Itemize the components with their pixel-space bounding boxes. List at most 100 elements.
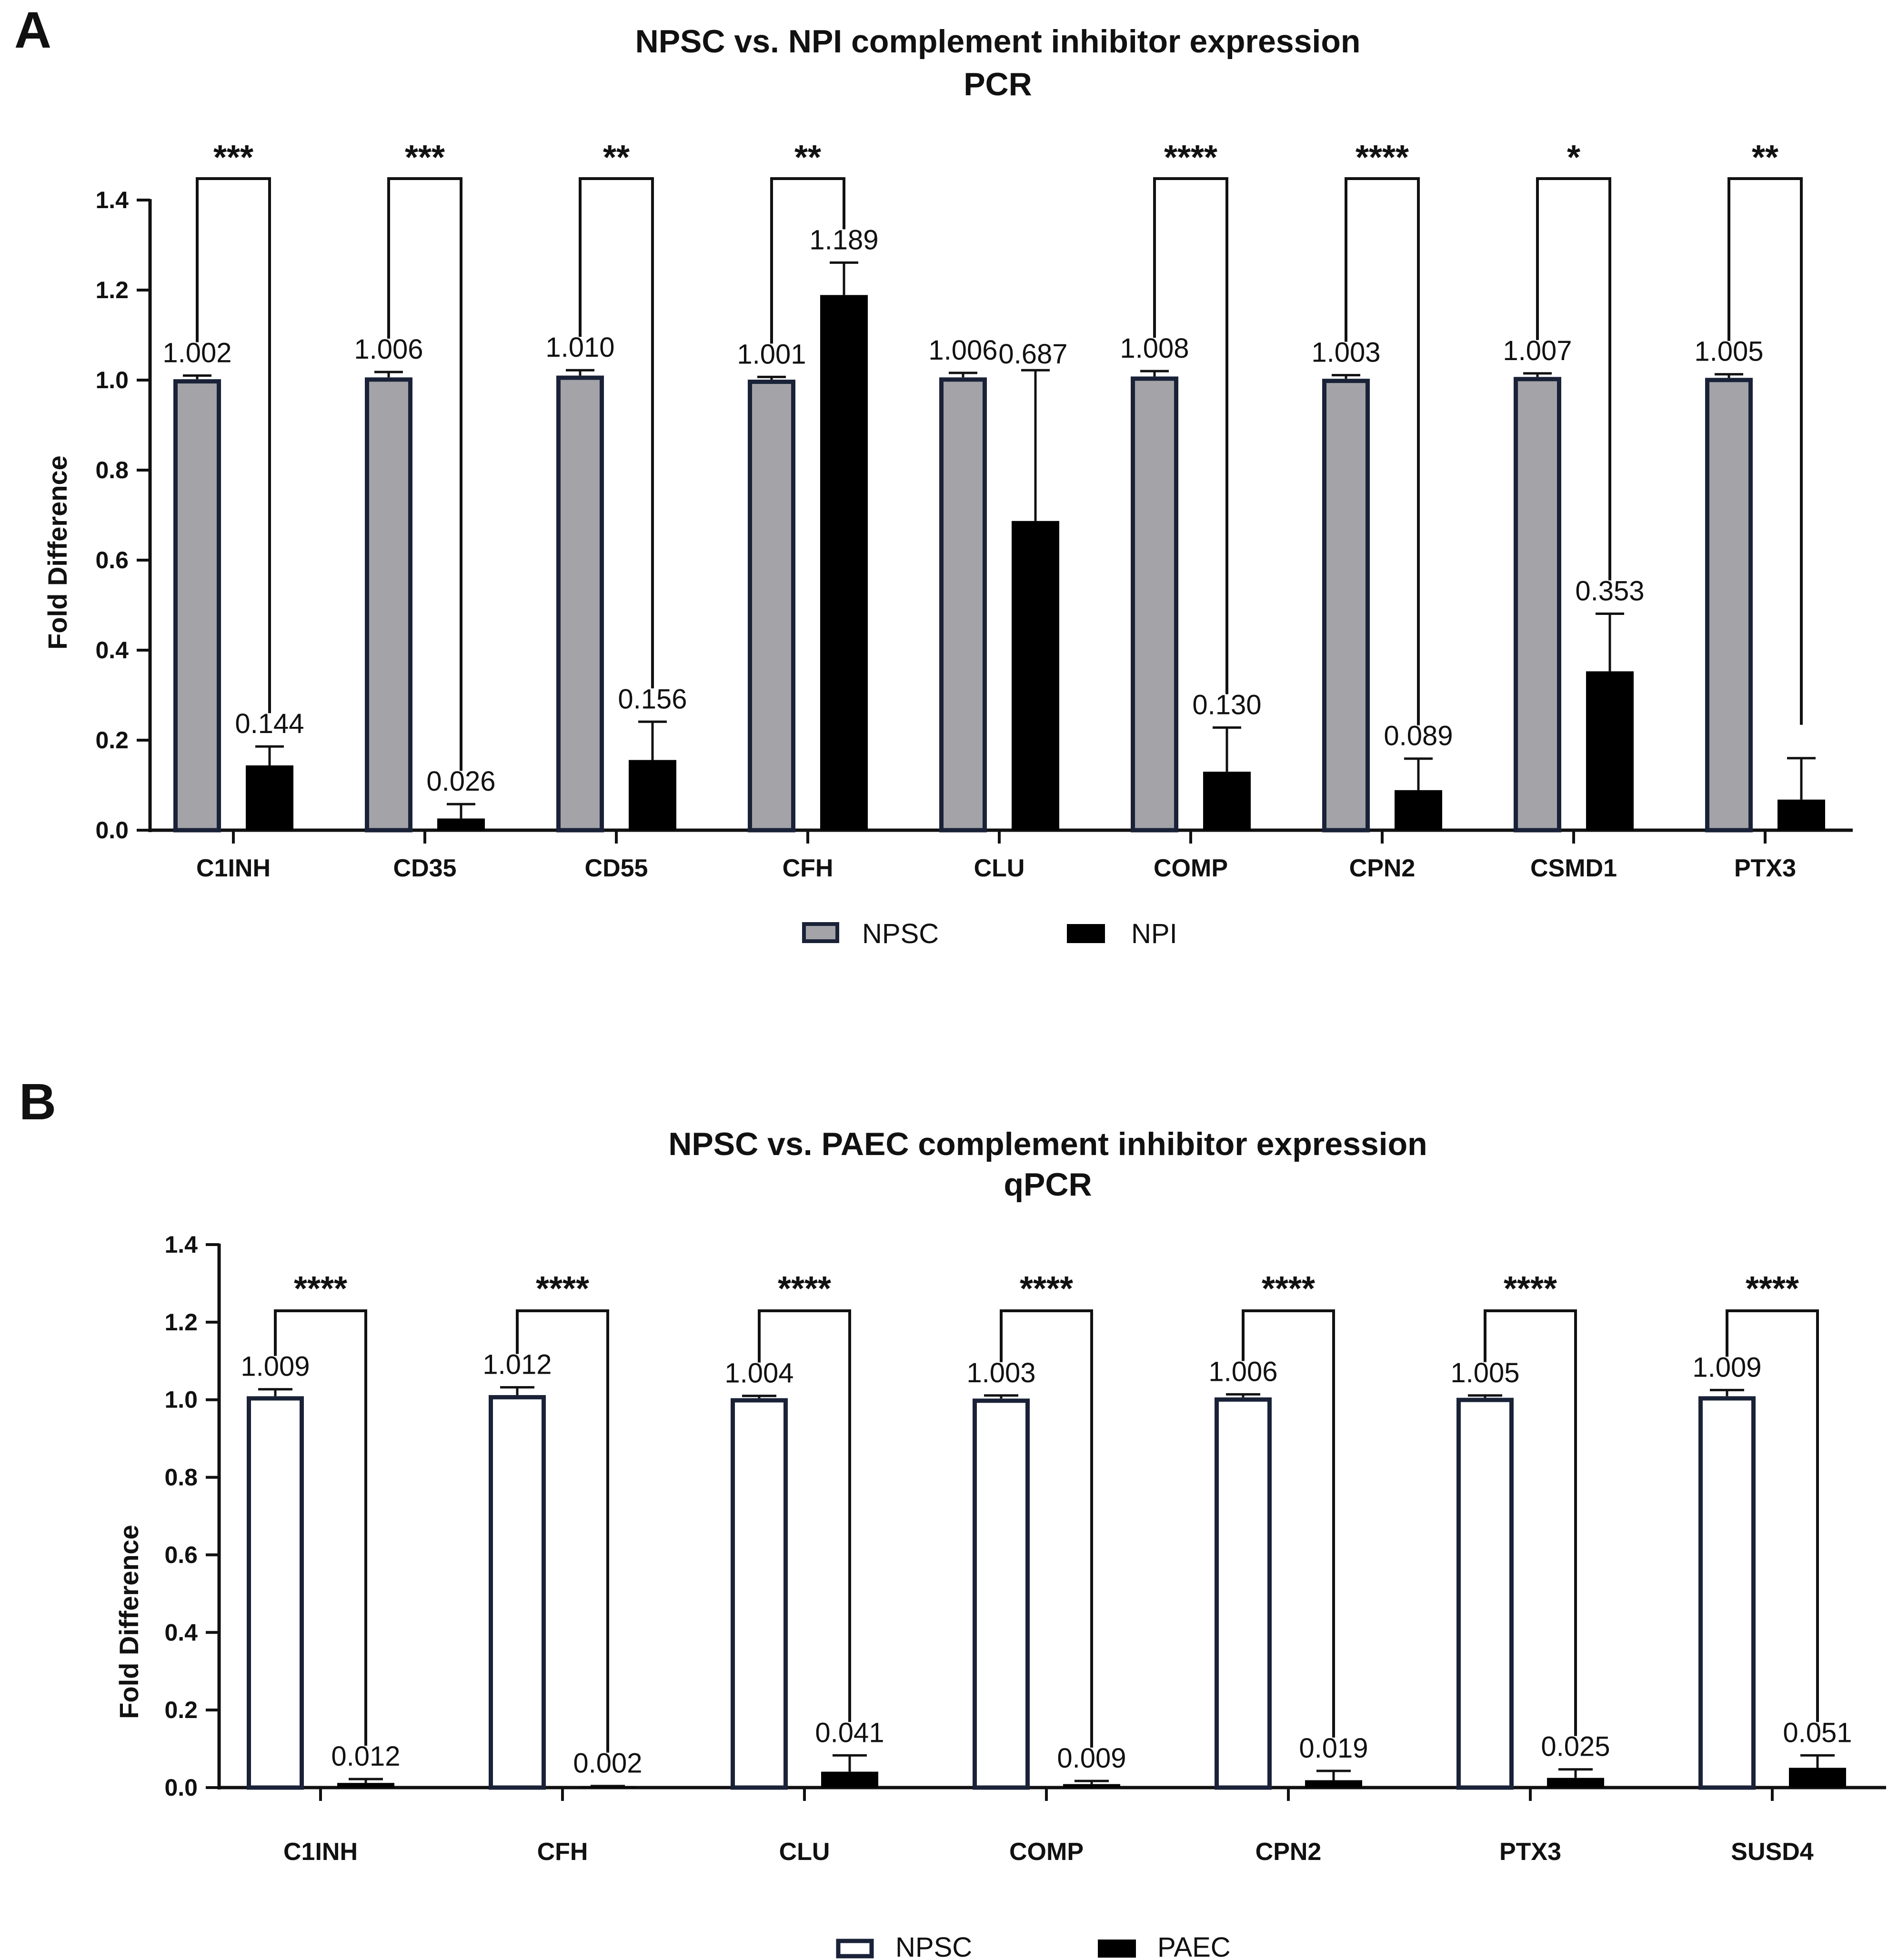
data-label: 0.089 — [1384, 721, 1453, 752]
x-tick-label: COMP — [1154, 854, 1228, 882]
legend-paec-swatch — [1098, 1940, 1136, 1958]
legend-npsc-label: NPSC — [895, 1932, 972, 1960]
bar-npsc — [1698, 1396, 1756, 1790]
bar-npsc — [1215, 1397, 1272, 1790]
data-label: 0.026 — [426, 766, 495, 797]
y-tick-label: 0.0 — [164, 1774, 198, 1801]
bar-npsc — [1322, 379, 1370, 833]
data-label: 1.006 — [1208, 1356, 1277, 1387]
legend-npsc-swatch — [836, 1939, 874, 1959]
significance-label: **** — [294, 1270, 347, 1308]
bar-npsc — [1131, 376, 1178, 833]
significance-label: *** — [213, 139, 253, 177]
x-tick-label: C1INH — [196, 854, 271, 882]
bar-npsc — [748, 380, 795, 833]
data-label: 1.002 — [162, 338, 231, 369]
y-tick-label: 1.0 — [95, 367, 129, 393]
y-tick-label: 0.8 — [164, 1464, 198, 1491]
panel-a-plot: 0.0 0.2 0.4 0.6 0.8 1.0 1.2 1.4 C1INH 1.002 0.144 *… — [95, 139, 1853, 882]
legend-npi-label: NPI — [1131, 918, 1177, 949]
data-label: 1.008 — [1120, 333, 1189, 364]
data-label: 1.009 — [1692, 1352, 1761, 1383]
y-tick-label: 1.4 — [164, 1231, 198, 1258]
x-tick-label: CD35 — [393, 854, 457, 882]
significance-bracket — [1345, 177, 1420, 725]
bar-npsc — [731, 1398, 788, 1790]
bar-npi — [629, 760, 676, 830]
data-label: 1.003 — [966, 1357, 1035, 1388]
panel-b-plot: 0.0 0.2 0.4 0.6 0.8 1.0 1.2 1.4 C1INH 1.009 0.012 *… — [164, 1231, 1886, 1866]
x-tick-label: CPN2 — [1349, 854, 1416, 882]
y-tick-label: 1.2 — [164, 1309, 198, 1336]
data-label: 1.006 — [928, 335, 997, 366]
significance-bracket — [1536, 177, 1611, 581]
data-label: 1.009 — [241, 1351, 310, 1382]
data-label: 1.003 — [1311, 337, 1380, 368]
significance-label: **** — [1020, 1270, 1073, 1308]
data-label: 1.007 — [1503, 335, 1572, 366]
data-label: 0.009 — [1057, 1743, 1126, 1774]
significance-label: *** — [405, 139, 445, 177]
y-tick-label: 0.2 — [164, 1697, 198, 1723]
x-tick-label: CLU — [974, 854, 1025, 882]
data-label: 1.001 — [737, 339, 806, 370]
significance-bracket — [1153, 177, 1228, 694]
bar-npsc — [556, 375, 604, 833]
y-tick-label: 0.6 — [164, 1541, 198, 1568]
panel-a-subtitle: PCR — [964, 66, 1032, 102]
y-tick-label: 0.0 — [95, 817, 129, 844]
bar-npsc — [973, 1398, 1030, 1790]
y-tick-label: 0.2 — [95, 727, 129, 754]
data-label: 1.189 — [809, 224, 878, 255]
bar-paec — [1547, 1778, 1604, 1788]
data-label: 1.005 — [1694, 336, 1763, 367]
significance-bracket — [1242, 1309, 1335, 1738]
panel-b-y-axis-label: Fold Difference — [114, 1525, 144, 1719]
bar-paec — [579, 1787, 636, 1788]
significance-bracket — [1726, 1309, 1819, 1722]
data-label: 0.130 — [1192, 690, 1261, 721]
y-tick-label: 1.2 — [95, 277, 129, 303]
significance-label: **** — [778, 1270, 831, 1308]
significance-bracket — [274, 1309, 367, 1746]
significance-bracket — [758, 1309, 851, 1722]
legend-npsc-swatch — [802, 922, 839, 943]
bar-paec — [1305, 1780, 1362, 1788]
significance-label: **** — [536, 1270, 589, 1308]
panel-b: B NPSC vs. PAEC complement inhibitor exp… — [19, 1073, 1886, 1960]
bar-npsc — [489, 1395, 546, 1790]
data-label: 0.051 — [1783, 1717, 1852, 1748]
data-label: 0.687 — [998, 339, 1067, 370]
data-label: 0.144 — [235, 708, 304, 739]
bar-npsc — [939, 377, 987, 833]
significance-bracket — [1727, 177, 1803, 725]
panel-a-letter: A — [14, 1, 51, 59]
significance-label: ** — [603, 139, 630, 177]
significance-label: **** — [1746, 1270, 1799, 1308]
y-tick-label: 0.6 — [95, 547, 129, 573]
significance-label: **** — [1262, 1270, 1315, 1308]
bar-npi — [246, 765, 293, 830]
data-label: 0.041 — [815, 1717, 884, 1748]
panel-b-legend: NPSC PAEC — [836, 1932, 1231, 1960]
bar-npi — [437, 818, 485, 830]
panel-a-y-axis-label: Fold Difference — [42, 455, 72, 650]
panel-a-legend: NPSC NPI — [802, 918, 1177, 949]
legend-npsc-label: NPSC — [862, 918, 939, 949]
bar-npi — [820, 295, 868, 830]
y-tick-label: 0.4 — [164, 1619, 198, 1646]
bar-npsc — [365, 377, 412, 833]
significance-bracket — [387, 177, 462, 771]
bar-npsc — [247, 1396, 304, 1790]
x-tick-label: COMP — [1009, 1838, 1084, 1866]
panel-b-title: NPSC vs. PAEC complement inhibitor expre… — [668, 1126, 1427, 1162]
bar-npi — [1203, 772, 1251, 830]
data-label: 0.019 — [1299, 1733, 1368, 1764]
panel-a: A NPSC vs. NPI complement inhibitor expr… — [14, 1, 1853, 949]
bar-paec — [1063, 1784, 1120, 1788]
significance-bracket — [770, 177, 845, 344]
significance-label: **** — [1164, 139, 1217, 177]
bar-npsc — [1456, 1397, 1514, 1790]
bar-npi — [1778, 799, 1825, 830]
bar-npi — [1395, 790, 1442, 830]
